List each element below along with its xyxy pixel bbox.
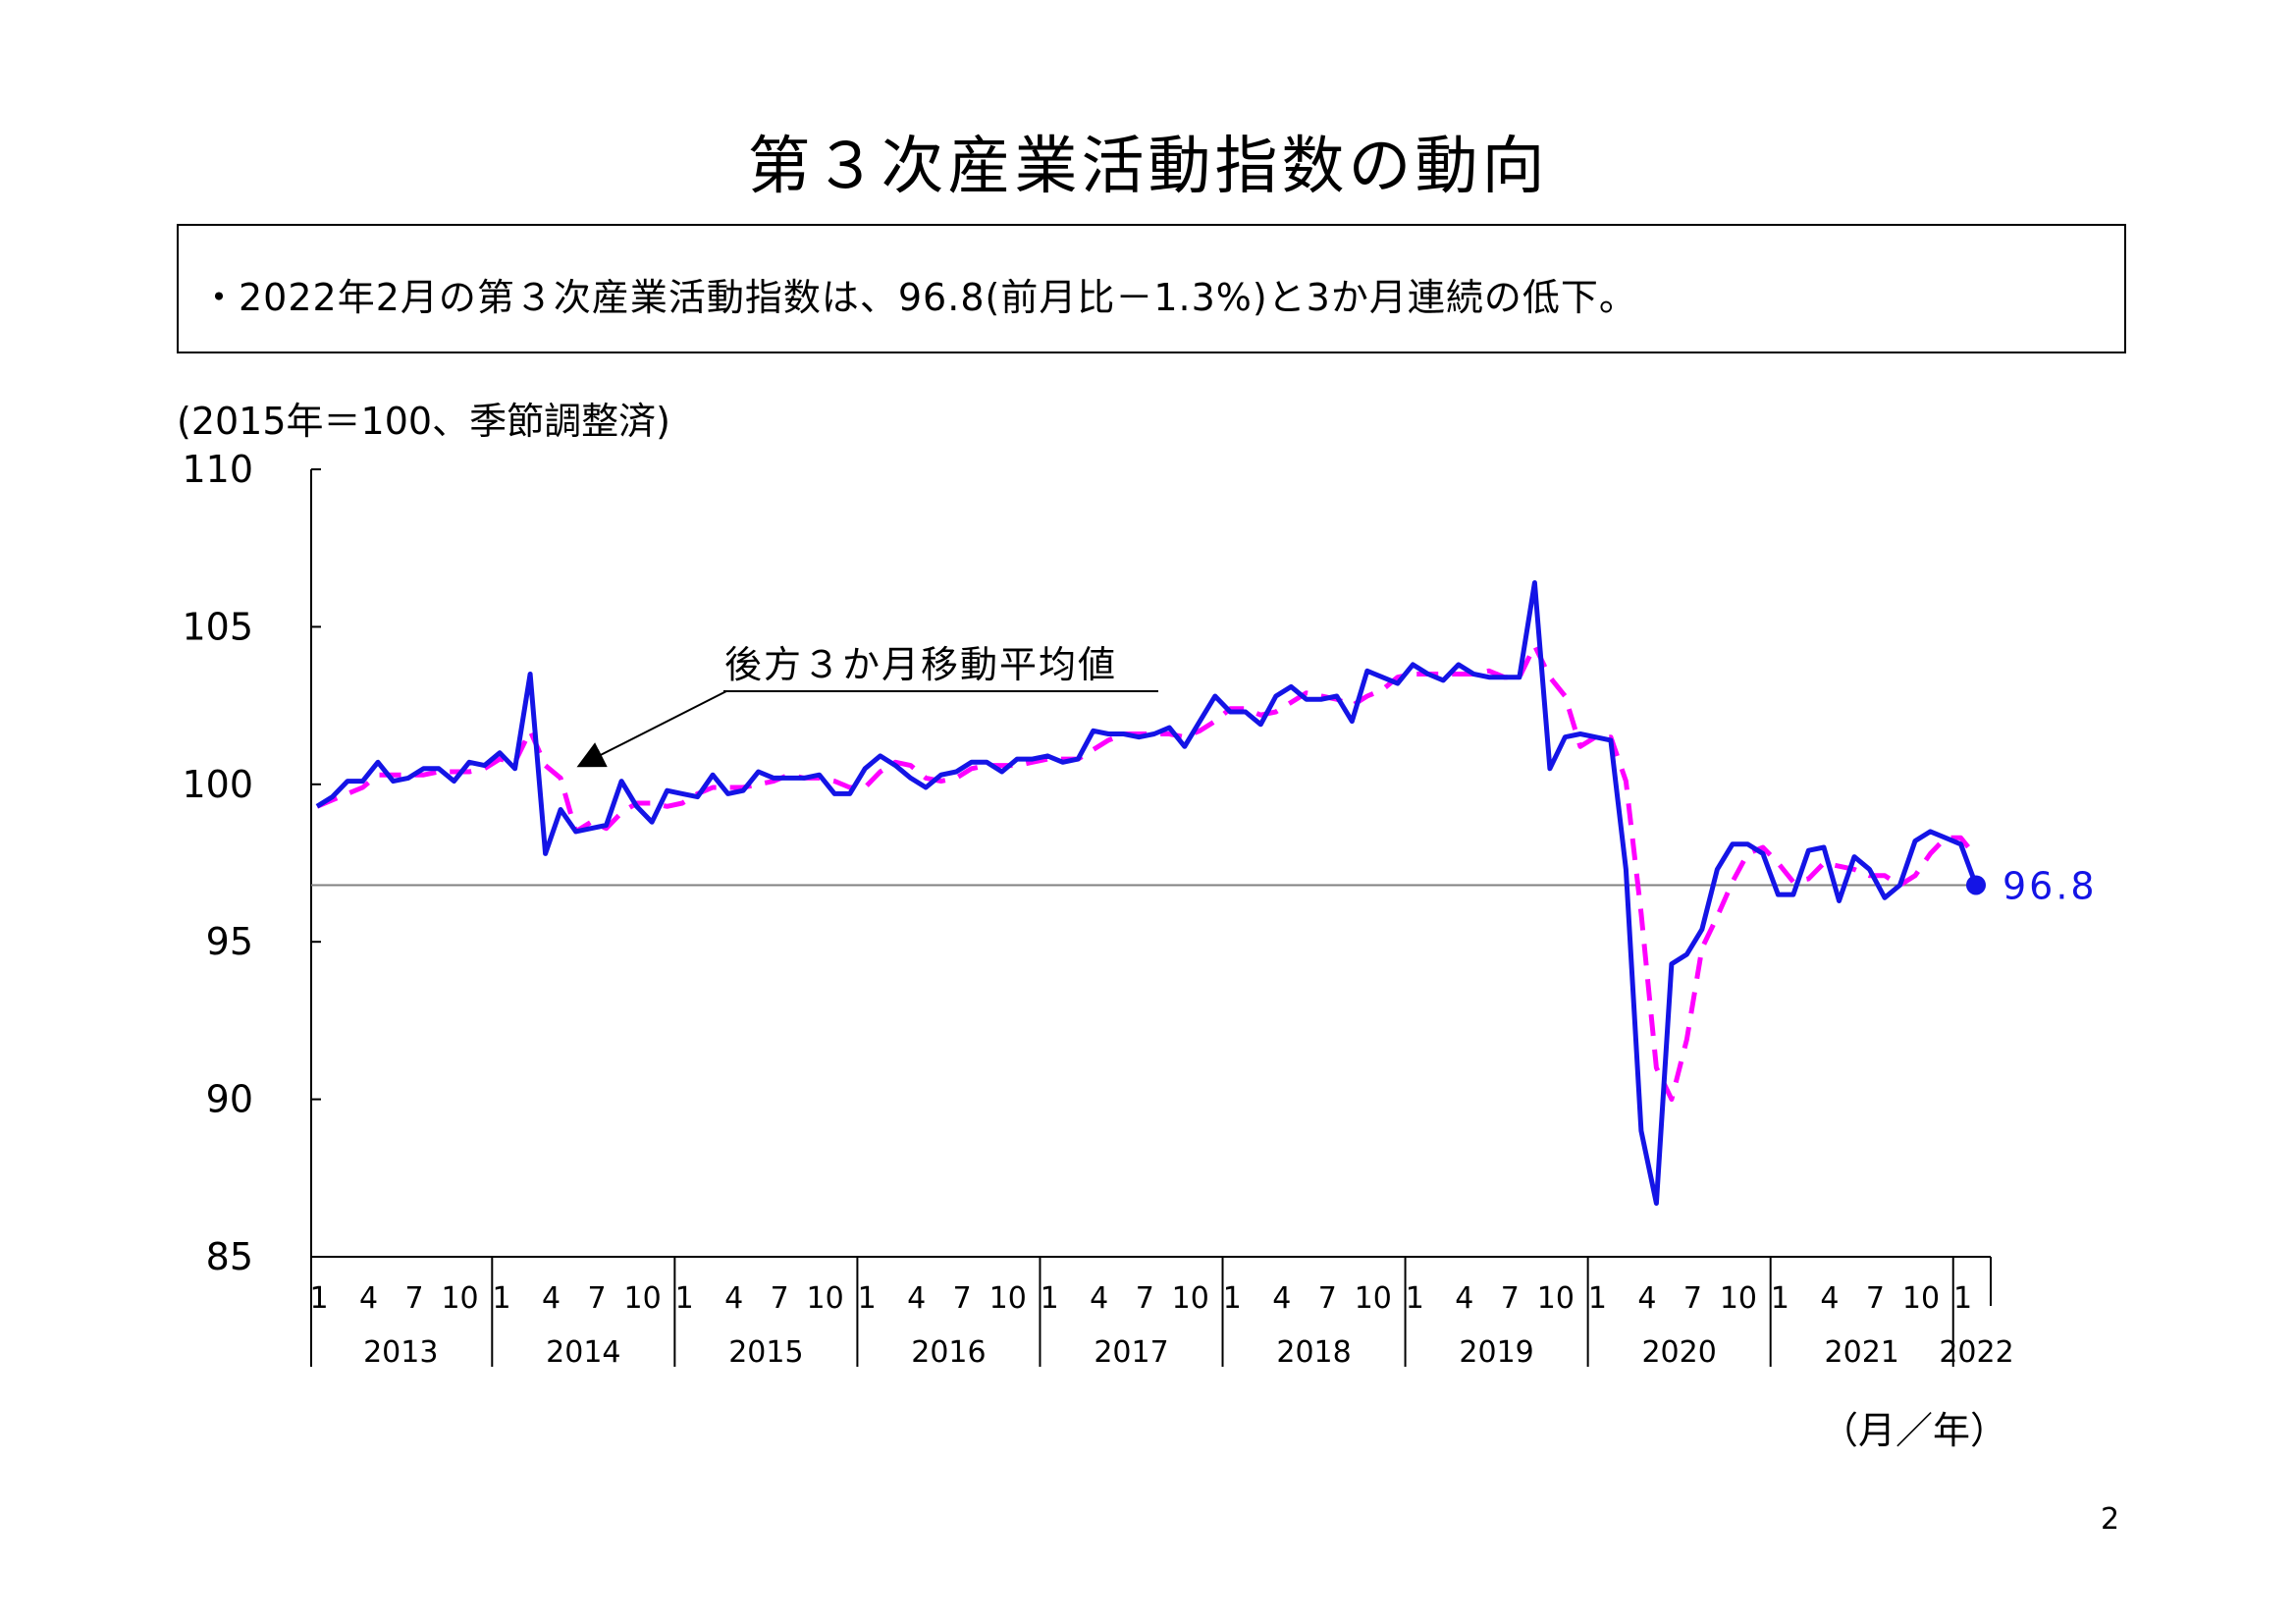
x-month-label: 7 [588, 1281, 607, 1316]
x-month-label: 4 [359, 1281, 378, 1316]
x-month-label: 7 [953, 1281, 972, 1316]
x-month-label: 1 [309, 1281, 328, 1316]
x-month-label: 1 [1406, 1281, 1424, 1316]
x-month-label: 1 [1223, 1281, 1242, 1316]
x-month-label: 1 [858, 1281, 877, 1316]
x-month-label: 7 [404, 1281, 423, 1316]
x-month-label: 1 [493, 1281, 511, 1316]
axes-layer [310, 468, 1992, 1367]
y-tick-label: 95 [206, 920, 253, 963]
latest-value-marker [1966, 875, 1986, 895]
x-month-label: 10 [989, 1281, 1027, 1316]
x-year-label: 2018 [1276, 1335, 1351, 1370]
x-month-label: 7 [1866, 1281, 1885, 1316]
x-month-label: 10 [1720, 1281, 1757, 1316]
x-year-label: 2022 [1939, 1335, 2013, 1370]
x-month-label: 4 [724, 1281, 743, 1316]
x-month-label: 4 [1090, 1281, 1108, 1316]
x-axis-unit-note: （月／年） [1821, 1409, 2007, 1452]
actual-index-line [315, 580, 1979, 1206]
x-month-label: 4 [1272, 1281, 1291, 1316]
y-tick-label: 85 [206, 1235, 253, 1278]
x-month-label: 10 [1537, 1281, 1575, 1316]
x-month-label: 4 [1455, 1281, 1473, 1316]
x-month-label: 1 [1953, 1281, 1972, 1316]
x-month-label: 1 [1041, 1281, 1059, 1316]
x-year-label: 2019 [1459, 1335, 1533, 1370]
x-month-label: 4 [907, 1281, 926, 1316]
x-month-label: 10 [624, 1281, 662, 1316]
x-month-label: 7 [1136, 1281, 1154, 1316]
x-month-label: 10 [807, 1281, 844, 1316]
x-month-label: 4 [1637, 1281, 1656, 1316]
x-month-label: 7 [771, 1281, 789, 1316]
y-tick-label: 105 [182, 605, 253, 648]
x-month-label: 10 [1172, 1281, 1209, 1316]
x-month-label: 7 [1318, 1281, 1337, 1316]
x-month-label: 7 [1683, 1281, 1702, 1316]
latest-value-label: 96.8 [2002, 864, 2098, 907]
moving-average-line [316, 643, 1978, 1103]
x-month-label: 7 [1501, 1281, 1520, 1316]
x-month-label: 4 [542, 1281, 561, 1316]
x-month-label: 10 [1355, 1281, 1392, 1316]
x-year-label: 2015 [728, 1335, 803, 1370]
x-month-label: 10 [441, 1281, 478, 1316]
x-month-label: 10 [1902, 1281, 1940, 1316]
x-year-label: 2013 [363, 1335, 438, 1370]
page-title: 第３次産業活動指数の動向 [747, 131, 1549, 203]
y-tick-label: 100 [182, 763, 253, 806]
x-year-label: 2016 [911, 1335, 986, 1370]
y-tick-label: 110 [182, 448, 253, 491]
moving-average-annotation: 後方３か月移動平均値 [724, 643, 1117, 686]
y-tick-label: 90 [206, 1078, 253, 1121]
x-year-label: 2020 [1641, 1335, 1716, 1370]
x-year-label: 2017 [1094, 1335, 1168, 1370]
x-month-label: 1 [1771, 1281, 1789, 1316]
x-month-label: 1 [675, 1281, 694, 1316]
y-axis-unit-note: (2015年＝100、季節調整済) [177, 400, 670, 443]
series-layer [311, 580, 1986, 1206]
x-year-label: 2014 [546, 1335, 620, 1370]
x-month-label: 4 [1820, 1281, 1839, 1316]
annotation-arrow [576, 690, 727, 768]
page-number: 2 [2101, 1502, 2120, 1537]
summary-box: ・2022年2月の第３次産業活動指数は、96.8(前月比－1.3%)と3か月連続… [177, 224, 2126, 353]
summary-text: ・2022年2月の第３次産業活動指数は、96.8(前月比－1.3%)と3か月連続… [200, 276, 1637, 319]
x-month-label: 1 [1588, 1281, 1607, 1316]
x-year-label: 2021 [1825, 1335, 1899, 1370]
